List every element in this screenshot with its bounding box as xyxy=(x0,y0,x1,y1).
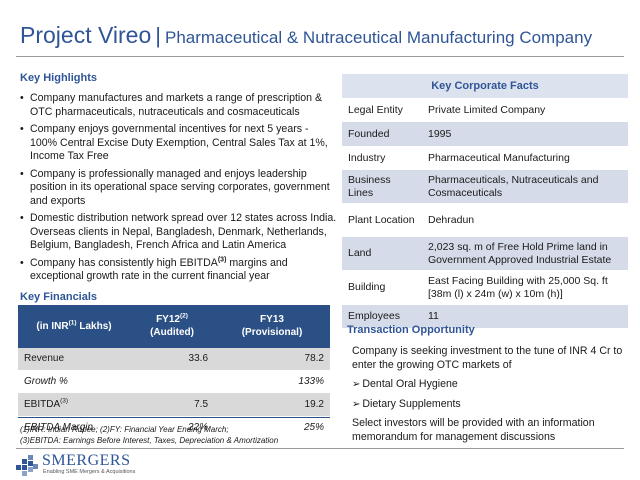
facts-row: Founded 1995 xyxy=(342,122,628,146)
financials-table: (in INR(1) Lakhs) FY12(2) (Audited) FY13(… xyxy=(18,305,330,439)
fact-key: Founded xyxy=(342,122,422,146)
highlight-item: Company manufactures and markets a range… xyxy=(20,92,338,119)
logo-grid-icon xyxy=(16,455,38,476)
row-label: EBITDA(3) xyxy=(18,393,130,416)
highlight-text: margins and exceptional growth rate in t… xyxy=(30,256,288,283)
row-label: Growth % xyxy=(18,370,130,393)
footnotes: (1)INR: Indian Rupee; (2)FY: Financial Y… xyxy=(20,425,278,446)
highlight-item: Company has consistently high EBITDA(3) … xyxy=(20,255,338,284)
fact-value: Private Limited Company xyxy=(422,98,628,122)
fact-key: Building xyxy=(342,270,422,305)
column-header-fy13: FY13 (Provisional) xyxy=(214,305,330,347)
fact-value: 11 xyxy=(422,305,628,328)
facts-row: Land 2,023 sq. m of Free Hold Prime land… xyxy=(342,237,628,270)
logo-tagline: Enabling SME Mergers & Acquisitions xyxy=(43,469,136,475)
list-item: ➢ Dietary Supplements xyxy=(352,397,461,410)
cell-fy13: 78.2 xyxy=(214,347,330,370)
title-main: Project Vireo xyxy=(20,22,152,48)
transaction-intro: Company is seeking investment to the tun… xyxy=(352,345,623,371)
column-header-units: (in INR(1) Lakhs) xyxy=(18,305,130,347)
row-label: Revenue xyxy=(18,347,130,370)
footnote-marker: (3) xyxy=(217,255,227,263)
footnote-line: (3)EBITDA: Earnings Before Interest, Tax… xyxy=(20,435,279,445)
highlight-item: Company enjoys governmental incentives f… xyxy=(20,123,338,164)
fact-value: East Facing Building with 25,000 Sq. ft … xyxy=(422,270,628,305)
corporate-facts-table: Legal Entity Private Limited Company Fou… xyxy=(342,98,628,328)
smergers-logo: SMERGERS Enabling SME Mergers & Acquisit… xyxy=(16,452,156,478)
facts-row: Employees 11 xyxy=(342,305,628,328)
fact-key: Plant Location xyxy=(342,203,422,237)
financials-header-row: (in INR(1) Lakhs) FY12(2) (Audited) FY13(… xyxy=(18,305,330,347)
key-highlights-list: Company manufactures and markets a range… xyxy=(20,92,338,288)
table-row: EBITDA(3) 7.5 19.2 xyxy=(18,393,330,416)
list-item: ➢ Dental Oral Hygiene xyxy=(352,378,458,390)
facts-row: Building East Facing Building with 25,00… xyxy=(342,270,628,305)
table-divider xyxy=(18,417,330,418)
facts-row: Business Lines Pharmaceuticals, Nutraceu… xyxy=(342,170,628,203)
facts-row: Plant Location Dehradun xyxy=(342,203,628,237)
transaction-opportunity-heading: Transaction Opportunity xyxy=(347,324,475,336)
fact-key: Employees xyxy=(342,305,422,328)
fact-value: Pharmaceuticals, Nutraceuticals and Cosm… xyxy=(422,170,628,203)
transaction-opportunity-body: Company is seeking investment to the tun… xyxy=(352,345,624,450)
fact-value: Dehradun xyxy=(422,203,628,237)
footer-divider xyxy=(16,448,624,449)
cell-fy12: 33.6 xyxy=(130,347,215,370)
fact-value: Pharmaceutical Manufacturing xyxy=(422,146,628,170)
table-row: Growth % 133% xyxy=(18,370,330,393)
facts-row: Industry Pharmaceutical Manufacturing xyxy=(342,146,628,170)
fact-key: Industry xyxy=(342,146,422,170)
highlight-item: Domestic distribution network spread ove… xyxy=(20,212,338,253)
table-row: Revenue 33.6 78.2 xyxy=(18,347,330,370)
fact-key: Business Lines xyxy=(342,170,422,203)
facts-row: Legal Entity Private Limited Company xyxy=(342,98,628,122)
logo-name: SMERGERS xyxy=(42,452,131,469)
cell-fy12: 22% xyxy=(130,416,215,439)
key-highlights-heading: Key Highlights xyxy=(20,72,98,84)
key-financials-heading: Key Financials xyxy=(20,291,98,303)
page-title: Project Vireo | Pharmaceutical & Nutraceut… xyxy=(20,22,630,49)
fact-value: 1995 xyxy=(422,122,628,146)
cell-fy13: 19.2 xyxy=(214,393,330,416)
transaction-outro: Select investors will be provided with a… xyxy=(352,417,595,443)
highlight-text: Company has consistently high EBITDA xyxy=(30,256,218,269)
highlight-item: Company is professionally managed and en… xyxy=(20,168,338,209)
row-label: EBITDA Margin xyxy=(18,416,130,439)
cell-fy13: 25% xyxy=(214,416,330,439)
corporate-facts-heading: Key Corporate Facts xyxy=(342,74,628,98)
arrow-bullet-icon: ➢ xyxy=(352,398,361,410)
footnote-line: (1)INR: Indian Rupee; (2)FY: Financial Y… xyxy=(20,425,229,434)
fact-key: Land xyxy=(342,237,422,270)
table-divider xyxy=(18,347,330,348)
title-subtitle: Pharmaceutical & Nutraceutical Manufactu… xyxy=(164,28,593,47)
arrow-bullet-icon: ➢ xyxy=(352,379,361,390)
title-divider xyxy=(16,56,624,57)
column-header-fy12: FY12(2) (Audited) xyxy=(130,305,215,347)
fact-value: 2,023 sq. m of Free Hold Prime land in G… xyxy=(422,237,628,270)
cell-fy12: 7.5 xyxy=(130,393,215,416)
fact-key: Legal Entity xyxy=(342,98,422,122)
cell-fy12 xyxy=(130,370,215,393)
cell-fy13: 133% xyxy=(214,370,330,393)
title-separator: | xyxy=(155,23,161,48)
table-row: EBITDA Margin 22% 25% xyxy=(18,416,330,439)
